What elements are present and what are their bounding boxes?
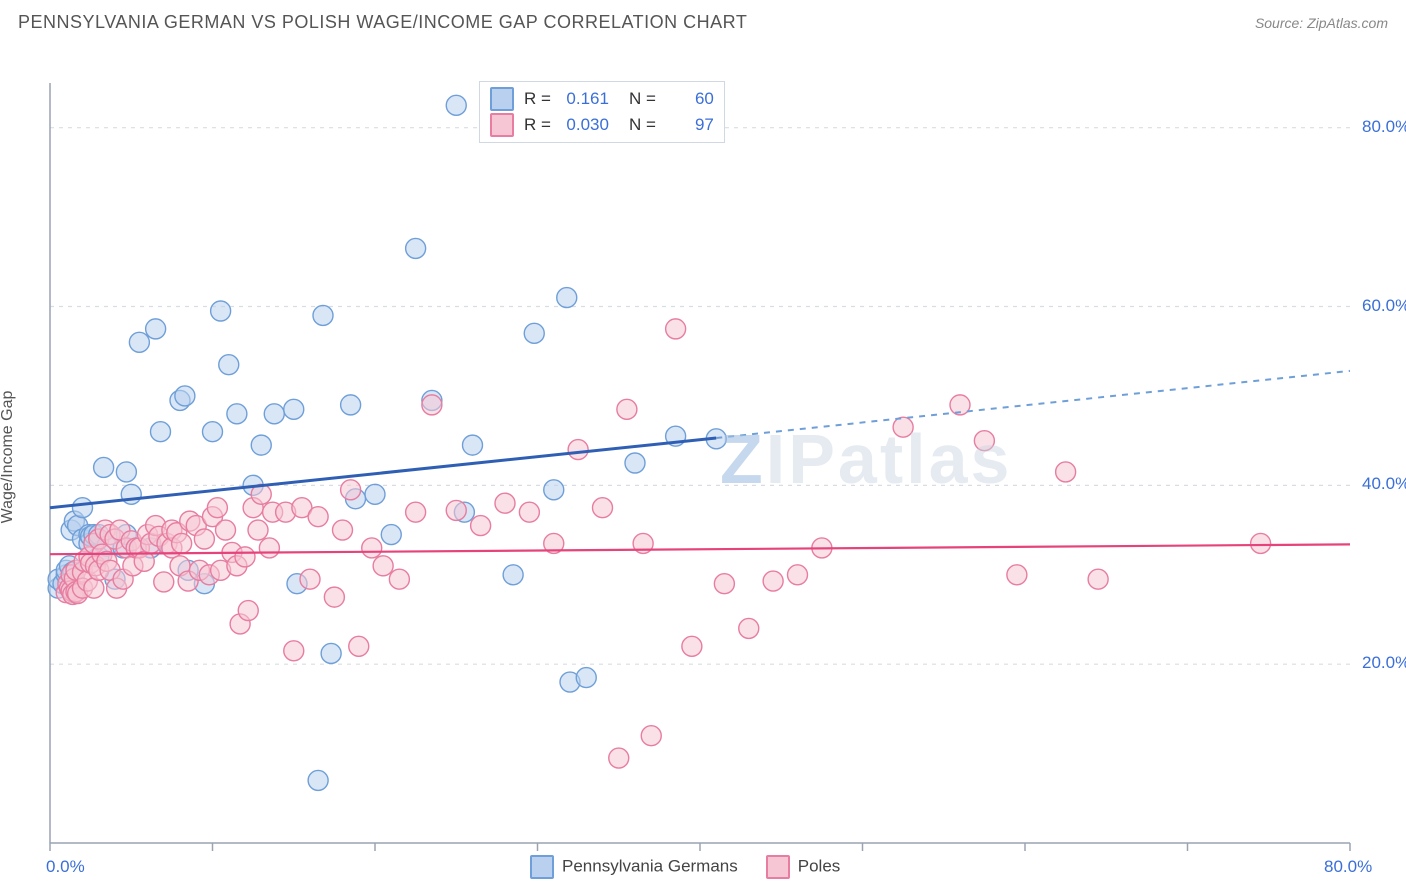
legend-swatch bbox=[490, 87, 514, 111]
correlation-legend: R = 0.161 N = 60 R = 0.030 N = 97 bbox=[479, 81, 725, 143]
legend-series-name: Pennsylvania Germans bbox=[562, 856, 738, 875]
chart-header: PENNSYLVANIA GERMAN VS POLISH WAGE/INCOM… bbox=[0, 0, 1406, 39]
legend-n-value: 97 bbox=[666, 115, 714, 135]
legend-r-label: R = bbox=[524, 115, 551, 135]
legend-swatch bbox=[766, 855, 790, 879]
x-tick-label: 0.0% bbox=[46, 857, 85, 877]
legend-swatch bbox=[530, 855, 554, 879]
y-tick-label: 80.0% bbox=[1362, 117, 1390, 137]
legend-n-value: 60 bbox=[666, 89, 714, 109]
chart-title: PENNSYLVANIA GERMAN VS POLISH WAGE/INCOM… bbox=[18, 12, 747, 33]
legend-n-label: N = bbox=[629, 115, 656, 135]
legend-r-value: 0.161 bbox=[561, 89, 609, 109]
legend-r-value: 0.030 bbox=[561, 115, 609, 135]
scatter-chart-svg bbox=[0, 39, 1406, 875]
legend-row-pa_german: R = 0.161 N = 60 bbox=[490, 86, 714, 112]
x-tick-label: 80.0% bbox=[1324, 857, 1372, 877]
legend-item-polish: Poles bbox=[766, 855, 841, 879]
legend-r-label: R = bbox=[524, 89, 551, 109]
y-tick-label: 40.0% bbox=[1362, 474, 1390, 494]
y-tick-label: 20.0% bbox=[1362, 653, 1390, 673]
legend-swatch bbox=[490, 113, 514, 137]
legend-n-label: N = bbox=[629, 89, 656, 109]
y-axis-label: Wage/Income Gap bbox=[0, 391, 17, 524]
y-tick-label: 60.0% bbox=[1362, 296, 1390, 316]
legend-item-pa_german: Pennsylvania Germans bbox=[530, 855, 738, 879]
series-legend: Pennsylvania Germans Poles bbox=[530, 855, 840, 879]
legend-series-name: Poles bbox=[798, 856, 841, 875]
chart-source: Source: ZipAtlas.com bbox=[1255, 15, 1388, 31]
legend-row-polish: R = 0.030 N = 97 bbox=[490, 112, 714, 138]
plot-area: Wage/Income Gap ZIPatlas R =0.161N =60R … bbox=[0, 39, 1406, 875]
